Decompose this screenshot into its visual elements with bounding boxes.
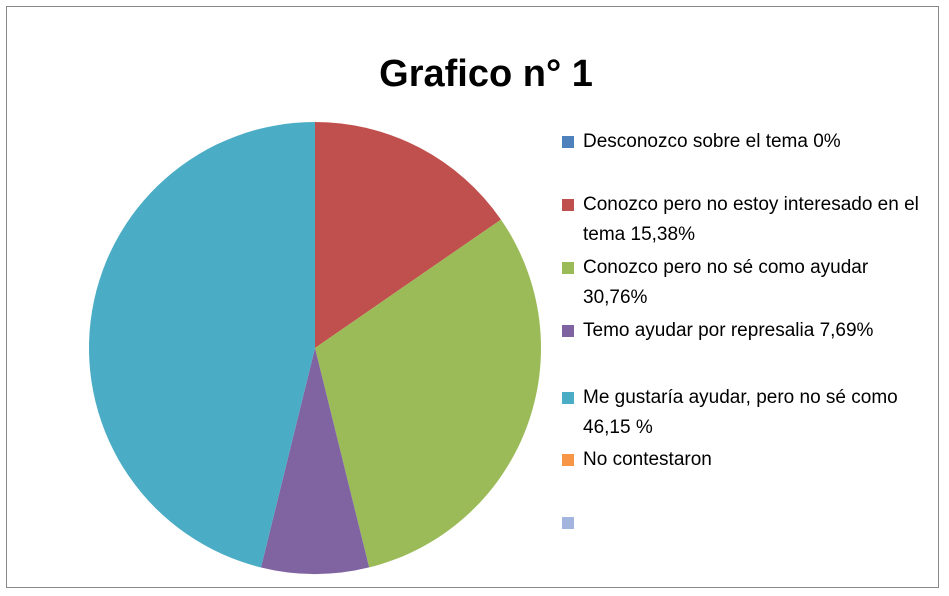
legend-entry: Conozco pero no estoy interesado en el t… (562, 190, 922, 250)
legend-entry: Conozco pero no sé como ayudar 30,76% (562, 253, 922, 313)
legend-swatch (562, 454, 574, 466)
pie-slice (89, 122, 315, 568)
legend-label: Me gustaría ayudar, pero no sé como 46,1… (583, 387, 898, 438)
pie-slice (315, 122, 501, 348)
legend-label: No contestaron (583, 449, 712, 470)
legend-label: Conozco pero no estoy interesado en el t… (583, 194, 919, 245)
pie-slice (260, 348, 370, 574)
chart-title: Grafico n° 1 (379, 53, 593, 95)
legend-entry: Me gustaría ayudar, pero no sé como 46,1… (562, 383, 922, 443)
legend-swatch (562, 325, 574, 337)
legend-swatch (562, 199, 574, 211)
chart-frame (6, 6, 939, 588)
legend-label: Temo ayudar por represalia 7,69% (583, 320, 874, 341)
legend-label: Conozco pero no sé como ayudar 30,76% (583, 257, 869, 308)
legend-swatch (562, 262, 574, 274)
legend-entry: Desconozco sobre el tema 0% (562, 127, 922, 157)
legend-label: Desconozco sobre el tema 0% (583, 131, 841, 152)
legend-entry: Temo ayudar por represalia 7,69% (562, 316, 922, 346)
legend-swatch (562, 392, 574, 404)
legend-swatch (562, 136, 574, 148)
pie-slice (315, 219, 541, 568)
legend-swatch (562, 517, 574, 529)
legend-entry: No contestaron (562, 445, 922, 475)
